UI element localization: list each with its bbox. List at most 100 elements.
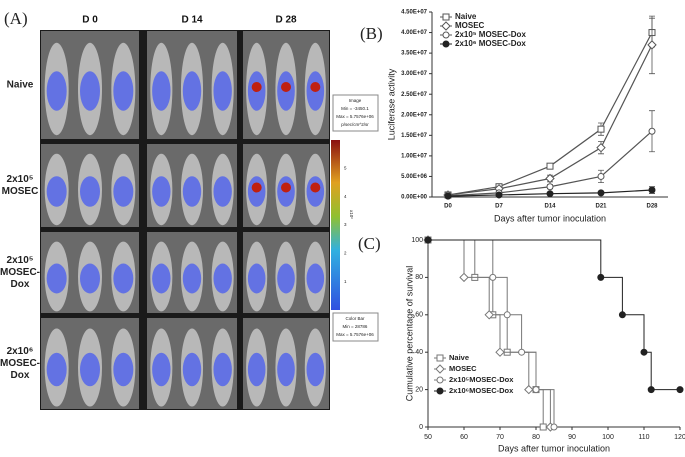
data-point: [647, 386, 655, 394]
y-tick-label: 4.00E+07: [401, 30, 428, 36]
data-point: [648, 186, 656, 194]
x-tick-label: 90: [568, 434, 576, 441]
row-label: Dox: [11, 279, 30, 290]
data-point: [545, 173, 555, 184]
legend-label: 2x10⁵MOSEC-Dox: [449, 375, 514, 384]
signal: [80, 263, 100, 294]
x-tick-label: 60: [460, 434, 468, 441]
row-label: 2x10⁵: [7, 174, 34, 185]
signal-hot: [251, 82, 262, 92]
data-point: [532, 386, 540, 394]
colorbar-tick: 2: [344, 251, 347, 256]
data-point: [518, 348, 526, 356]
signal: [113, 352, 134, 387]
y-tick-label: 80: [415, 274, 423, 281]
colorbar-legend-box: [332, 312, 379, 342]
data-point: [546, 190, 554, 198]
x-tick-label: 120: [674, 434, 685, 441]
data-point: [647, 40, 657, 50]
data-point: [444, 192, 452, 200]
colorbar-tick: 1: [344, 279, 347, 284]
panel-label: (B): [360, 24, 383, 43]
legend-marker: [436, 387, 444, 395]
colorbar-legend-text: Max = 5.7576e+06: [336, 332, 374, 337]
legend-marker: [436, 376, 444, 384]
signal: [306, 263, 325, 294]
row-label: Dox: [11, 370, 30, 381]
signal: [113, 176, 134, 207]
signal: [247, 352, 266, 387]
row-label: 2x10⁵: [7, 255, 34, 266]
series-line: [447, 44, 653, 196]
row-label: 2x10⁶: [7, 346, 34, 357]
signal: [46, 352, 67, 387]
data-point: [546, 183, 554, 191]
y-tick-label: 1.50E+07: [401, 133, 428, 139]
data-point: [640, 348, 648, 356]
y-axis-title: Luciferase activity: [386, 68, 396, 140]
x-tick-label: D28: [646, 204, 658, 210]
y-tick-label: 1.00E+07: [401, 153, 428, 159]
colorbar-legend-text: Color Bar: [345, 316, 365, 321]
signal-hot: [251, 182, 262, 193]
legend-marker: [442, 13, 450, 21]
signal: [80, 71, 100, 111]
data-point: [550, 423, 558, 431]
x-tick-label: D7: [495, 204, 503, 210]
data-point: [489, 273, 497, 281]
signal: [80, 176, 100, 207]
x-tick-label: 110: [638, 434, 649, 441]
image-legend-text: Min = -3450.1: [341, 106, 369, 111]
data-point: [539, 423, 547, 431]
signal: [182, 263, 202, 294]
x-tick-label: 50: [424, 434, 432, 441]
x-axis-title: Days after tumor inoculation: [494, 213, 606, 223]
y-tick-label: 0: [419, 424, 423, 431]
x-tick-label: 70: [496, 434, 504, 441]
y-tick-label: 0.00E+00: [401, 195, 428, 201]
signal: [46, 71, 67, 111]
legend-label: 2x10⁵ MOSEC-Dox: [455, 30, 526, 39]
data-point: [648, 127, 656, 135]
y-tick-label: 2.00E+07: [401, 112, 428, 118]
data-point: [503, 311, 511, 319]
x-axis-title: Days after tumor inoculation: [498, 443, 610, 453]
signal: [182, 352, 202, 387]
row-label: MOSEC-: [0, 358, 40, 369]
colorbar-tick: 4: [344, 194, 347, 199]
column-header: D 28: [275, 15, 297, 26]
data-point: [524, 384, 534, 395]
legend-label: Naive: [455, 12, 477, 21]
y-tick-label: 4.50E+07: [401, 10, 428, 16]
y-tick-label: 100: [411, 237, 423, 244]
data-point: [597, 273, 605, 281]
signal: [152, 71, 171, 111]
y-tick-label: 5.00E+06: [401, 174, 428, 180]
survival-line: [428, 239, 544, 427]
data-point: [618, 311, 626, 319]
legend-label: 2x10⁶MOSEC-Dox: [449, 386, 514, 395]
signal: [113, 71, 134, 111]
signal-hot: [281, 82, 291, 92]
data-point: [459, 272, 469, 283]
panel-label: (A): [4, 9, 28, 28]
series-line: [447, 32, 653, 196]
data-point: [484, 310, 494, 320]
data-point: [546, 162, 554, 170]
signal: [152, 352, 171, 387]
signal: [152, 176, 171, 207]
colorbar-tick: 5: [344, 166, 347, 171]
signal: [113, 263, 134, 294]
row-label: Naive: [7, 80, 34, 91]
signal: [213, 71, 232, 111]
signal: [213, 352, 232, 387]
column-header: D 14: [181, 15, 203, 26]
image-legend-text: Max = 5.7576e+06: [336, 114, 374, 119]
x-tick-label: 100: [602, 434, 614, 441]
signal-hot: [310, 182, 321, 193]
panel-label: (C): [358, 234, 381, 253]
legend-label: MOSEC: [455, 21, 485, 30]
data-point: [495, 347, 505, 357]
colorbar-unit: x10⁶: [349, 210, 354, 219]
